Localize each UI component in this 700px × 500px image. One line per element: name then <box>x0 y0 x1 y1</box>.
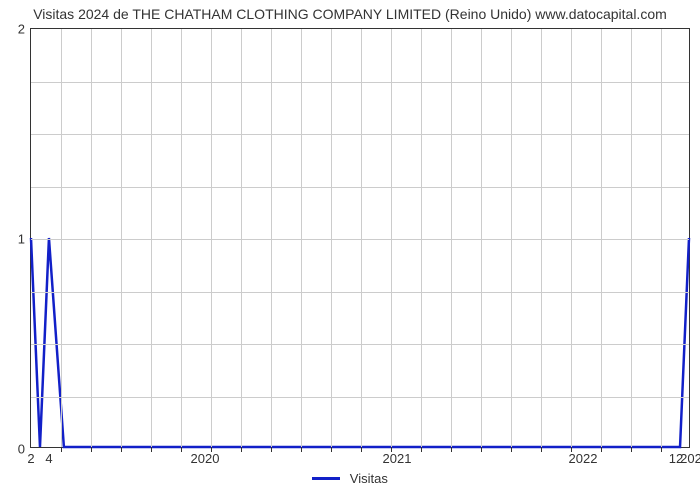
x-tick-mark <box>541 447 542 452</box>
x-tick-mark <box>91 447 92 452</box>
x-tick-mark <box>271 447 272 452</box>
x-tick-mark <box>211 447 212 452</box>
grid-vertical <box>511 29 512 447</box>
grid-vertical <box>571 29 572 447</box>
grid-vertical <box>451 29 452 447</box>
grid-vertical <box>211 29 212 447</box>
grid-vertical <box>391 29 392 447</box>
x-tick-mark <box>241 447 242 452</box>
grid-vertical <box>601 29 602 447</box>
grid-vertical <box>181 29 182 447</box>
x-tick-mark <box>361 447 362 452</box>
grid-vertical <box>361 29 362 447</box>
x-tick-label: 2021 <box>383 447 412 466</box>
x-tick-mark <box>451 447 452 452</box>
y-tick-label: 1 <box>18 232 31 247</box>
grid-vertical <box>271 29 272 447</box>
grid-vertical <box>331 29 332 447</box>
grid-vertical <box>541 29 542 447</box>
x-tick-mark <box>301 447 302 452</box>
legend: Visitas <box>0 470 700 486</box>
grid-horizontal <box>31 397 689 398</box>
x-tick-mark <box>601 447 602 452</box>
x-tick-label: 2 <box>27 447 34 466</box>
grid-vertical <box>631 29 632 447</box>
x-tick-mark <box>61 447 62 452</box>
x-tick-mark <box>181 447 182 452</box>
x-tick-label: 4 <box>45 447 52 466</box>
chart-title: Visitas 2024 de THE CHATHAM CLOTHING COM… <box>0 6 700 22</box>
x-tick-mark <box>631 447 632 452</box>
grid-vertical <box>61 29 62 447</box>
x-tick-mark <box>331 447 332 452</box>
legend-text: Visitas <box>350 471 388 486</box>
grid-vertical <box>301 29 302 447</box>
x-tick-mark <box>571 447 572 452</box>
grid-horizontal <box>31 187 689 188</box>
legend-swatch <box>312 477 340 480</box>
grid-vertical <box>151 29 152 447</box>
grid-vertical <box>91 29 92 447</box>
grid-horizontal <box>31 134 689 135</box>
x-tick-label: 2020 <box>191 447 220 466</box>
x-tick-mark <box>661 447 662 452</box>
grid-vertical <box>481 29 482 447</box>
visitas-line <box>31 238 689 447</box>
grid-vertical <box>241 29 242 447</box>
line-series <box>31 29 689 447</box>
x-tick-mark <box>511 447 512 452</box>
grid-horizontal <box>31 344 689 345</box>
grid-vertical <box>121 29 122 447</box>
grid-vertical <box>661 29 662 447</box>
x-tick-mark <box>481 447 482 452</box>
y-tick-label: 2 <box>18 22 31 37</box>
grid-vertical <box>421 29 422 447</box>
grid-horizontal <box>31 82 689 83</box>
x-tick-label: 2022 <box>569 447 598 466</box>
x-tick-mark <box>151 447 152 452</box>
x-tick-label: 202 <box>680 447 700 466</box>
grid-horizontal <box>31 292 689 293</box>
x-tick-mark <box>121 447 122 452</box>
x-tick-mark <box>391 447 392 452</box>
grid-horizontal <box>31 239 689 240</box>
x-tick-mark <box>421 447 422 452</box>
plot-area: 0122420202021202212202 <box>30 28 690 448</box>
